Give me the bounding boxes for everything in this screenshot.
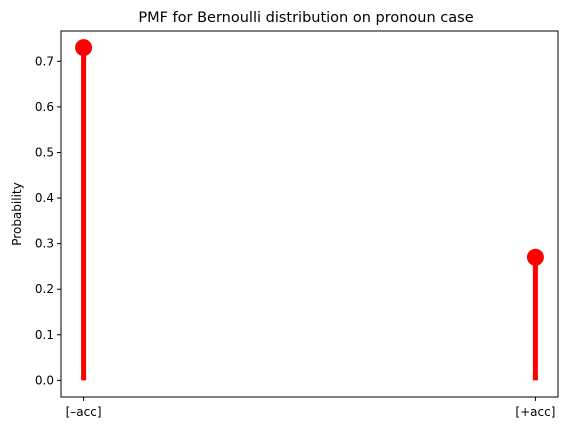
x-tick-label: [+acc] <box>515 405 555 419</box>
y-axis-ticks: 0.0 0.1 0.2 0.3 0.4 0.5 0.6 0.7 <box>35 54 61 387</box>
y-tick-label: 0.7 <box>35 54 54 68</box>
y-tick-label: 0.4 <box>35 191 54 205</box>
y-tick-label: 0.2 <box>35 282 54 296</box>
y-tick-label: 0.5 <box>35 145 54 159</box>
chart-title: PMF for Bernoulli distribution on pronou… <box>138 10 473 26</box>
x-axis-ticks: [–acc] [+acc] <box>66 397 555 419</box>
plot-area-frame <box>60 30 559 398</box>
y-tick-label: 0.0 <box>35 373 54 387</box>
y-tick-label: 0.3 <box>35 237 54 251</box>
y-tick-label: 0.1 <box>35 328 54 342</box>
x-tick-label: [–acc] <box>66 405 102 419</box>
stem-series <box>75 39 544 381</box>
stem-marker <box>75 39 93 57</box>
y-axis-label: Probability <box>10 182 24 245</box>
y-tick-label: 0.6 <box>35 100 54 114</box>
stem-marker <box>526 248 544 266</box>
